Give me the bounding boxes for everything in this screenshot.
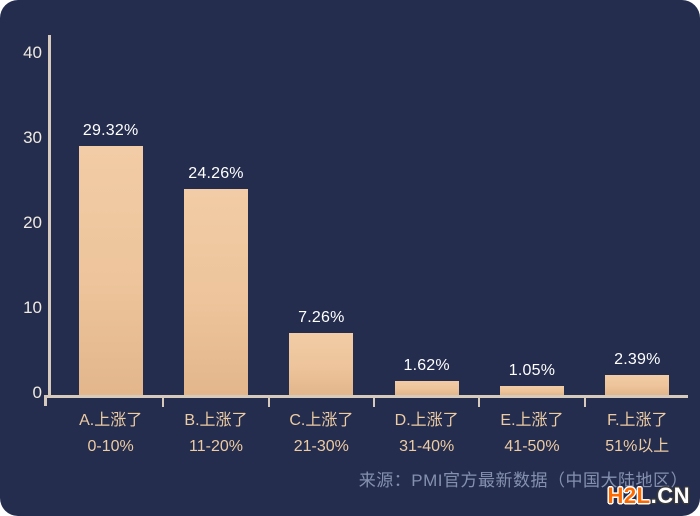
x-category-label: B.上涨了 11-20% xyxy=(184,412,248,455)
bar-category: 1.62% xyxy=(374,35,481,407)
bar-value-label: 24.26% xyxy=(188,164,244,182)
bar-category: 7.26% xyxy=(269,35,375,407)
x-axis-tick xyxy=(583,398,586,407)
h2l-watermark-logo: H2L.CN xyxy=(608,483,690,509)
bar-value-label: 7.26% xyxy=(298,309,345,327)
x-axis-tick xyxy=(162,398,165,407)
x-axis-labels: A.上涨了 0-10% B.上涨了 11-20% C.上涨了 21-30% D.上涨了 31-… xyxy=(58,408,690,460)
bar-category: 1.05% xyxy=(479,35,586,407)
source-text: 来源：PMI官方最新数据（中国大陆地区） xyxy=(358,471,688,490)
x-category-label: A.上涨了 0-10% xyxy=(79,412,143,455)
y-tick-label: 40 xyxy=(23,43,42,62)
bar xyxy=(605,374,670,395)
bar-value-label: 1.62% xyxy=(403,357,450,375)
bar xyxy=(394,381,459,395)
bars-layer: 29.32% 24.26% 7.26% 1.62% 1.05% 2.39% xyxy=(58,35,690,407)
x-axis-tick xyxy=(478,398,481,407)
bar xyxy=(183,188,248,395)
bar-value-label: 29.32% xyxy=(82,121,139,139)
logo-secondary-text: .CN xyxy=(650,483,690,508)
bar-category: 24.26% xyxy=(163,35,270,407)
y-tick-label: 0 xyxy=(32,383,42,402)
y-tick-label: 10 xyxy=(23,298,42,317)
x-axis-tick xyxy=(267,398,270,407)
x-category-label: E.上涨了 41-50% xyxy=(500,412,564,455)
bar-category: 29.32% xyxy=(58,35,165,407)
y-tick-label: 30 xyxy=(23,128,42,147)
axis-corner-tick xyxy=(44,395,47,406)
bar-value-label: 1.05% xyxy=(508,362,556,380)
x-category-label: D.上涨了 31-40% xyxy=(394,412,459,455)
x-axis-tick xyxy=(372,398,375,407)
bar xyxy=(289,333,354,395)
x-axis-line xyxy=(44,395,688,398)
bar xyxy=(78,145,143,395)
bar xyxy=(499,386,564,395)
y-tick-label: 20 xyxy=(23,213,42,232)
bar-category: 2.39% xyxy=(585,35,690,395)
bar-value-label: 2.39% xyxy=(614,350,661,368)
logo-primary-text: H2L xyxy=(607,483,651,508)
x-category-label: F.上涨了 51%以上 xyxy=(605,412,670,455)
x-category-label: C.上涨了 21-30% xyxy=(289,412,354,455)
y-axis-line xyxy=(48,35,51,398)
